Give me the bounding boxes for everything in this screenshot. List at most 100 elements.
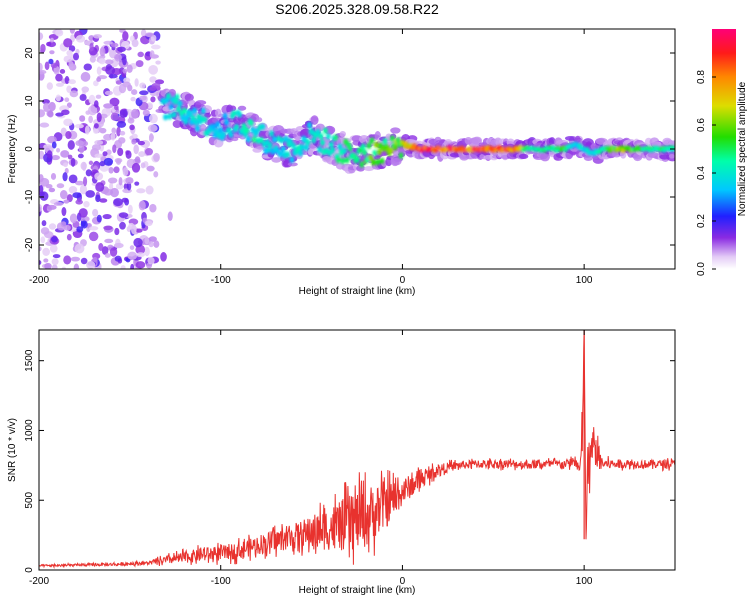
spectrogram-x-label: Height of straight line (km) (299, 286, 416, 297)
ridge-halo-blob (668, 153, 675, 159)
noise-blob (147, 256, 155, 265)
x-tick-label: -200 (29, 275, 49, 286)
ridge-point (267, 142, 273, 149)
ridge-halo-blob (339, 131, 346, 137)
ridge-halo-blob (583, 155, 594, 162)
snr-series-line (39, 330, 675, 570)
ridge-point (328, 141, 334, 148)
noise-blob (98, 58, 106, 65)
noise-blob (39, 246, 42, 252)
noise-blob (83, 200, 90, 208)
ridge-point (382, 137, 388, 145)
noise-blob (137, 51, 144, 58)
noise-blob (78, 208, 88, 218)
ridge-point (330, 147, 336, 154)
colorbar-gradient (712, 29, 736, 269)
noise-blob (79, 94, 87, 102)
noise-blob (65, 131, 72, 140)
ridge-point (360, 143, 366, 150)
noise-blob (70, 157, 76, 167)
ridge-halo-blob (518, 153, 529, 160)
ridge-point (237, 111, 243, 118)
noise-blob (88, 94, 96, 105)
noise-blob (92, 208, 99, 217)
noise-blob (68, 185, 78, 194)
ridge-point (311, 136, 317, 144)
ridge-point (228, 131, 234, 138)
noise-blob (131, 162, 141, 173)
noise-blob (63, 255, 72, 265)
noise-blob (61, 206, 67, 217)
noise-blob (148, 113, 158, 124)
noise-blob (63, 162, 68, 168)
x-tick-label: 100 (576, 275, 593, 286)
noise-blob (113, 198, 123, 207)
ridge-point (392, 143, 398, 151)
ridge-halo-blob (363, 166, 375, 172)
noise-blob (69, 213, 78, 224)
noise-blob (80, 220, 88, 229)
noise-blob (89, 56, 96, 63)
noise-blob (68, 60, 74, 70)
noise-blob (102, 213, 112, 220)
noise-blob (144, 236, 150, 245)
noise-blob (113, 166, 120, 174)
ridge-point (272, 136, 277, 143)
noise-blob (118, 137, 126, 144)
noise-blob (46, 204, 57, 210)
ridge-point (376, 148, 382, 156)
noise-blob (61, 109, 70, 116)
noise-blob (85, 190, 96, 198)
noise-blob (40, 48, 45, 54)
noise-blob (43, 258, 49, 263)
noise-blob (94, 139, 104, 145)
noise-blob (155, 60, 161, 65)
noise-blob (59, 68, 66, 74)
noise-blob (51, 258, 59, 266)
noise-blob (51, 264, 58, 269)
noise-blob (79, 184, 88, 195)
ridge-halo-blob (271, 157, 282, 163)
noise-blob (104, 59, 114, 65)
noise-blob (110, 112, 119, 121)
noise-blob (39, 122, 50, 128)
noise-blob (113, 242, 124, 249)
ridge-point (251, 136, 257, 143)
noise-blob (39, 204, 43, 213)
noise-blob (88, 226, 99, 231)
noise-blob (75, 140, 84, 147)
noise-blob (149, 203, 157, 213)
noise-blob (99, 160, 106, 167)
noise-blob (39, 32, 44, 41)
noise-blob (122, 68, 128, 74)
noise-blob (139, 90, 149, 96)
y-tick-label: 1000 (24, 419, 35, 442)
noise-blob (111, 127, 117, 134)
noise-blob (60, 150, 70, 158)
noise-blob (56, 147, 61, 153)
colorbar-tick-label: 0.0 (696, 262, 707, 276)
ridge-point (259, 136, 264, 144)
ridge-point (341, 147, 347, 155)
noise-blob (140, 162, 146, 169)
x-tick-label: 100 (576, 576, 593, 587)
ridge-point (165, 92, 171, 100)
noise-blob (85, 169, 92, 177)
ridge-halo-blob (392, 149, 400, 156)
ridge-point (317, 146, 322, 153)
ridge-halo-blob (184, 93, 194, 102)
ridge-point (163, 113, 168, 121)
noise-blob (126, 181, 132, 191)
noise-blob (167, 211, 173, 222)
ridge-point (222, 112, 228, 120)
noise-blob (48, 187, 56, 193)
ridge-point (366, 142, 372, 150)
noise-blob (55, 82, 64, 87)
noise-blob (127, 117, 135, 124)
noise-blob (138, 200, 146, 211)
noise-blob (122, 167, 129, 177)
ridge-point (369, 137, 375, 144)
ridge-point (344, 157, 350, 164)
y-tick-label: 10 (24, 95, 35, 107)
